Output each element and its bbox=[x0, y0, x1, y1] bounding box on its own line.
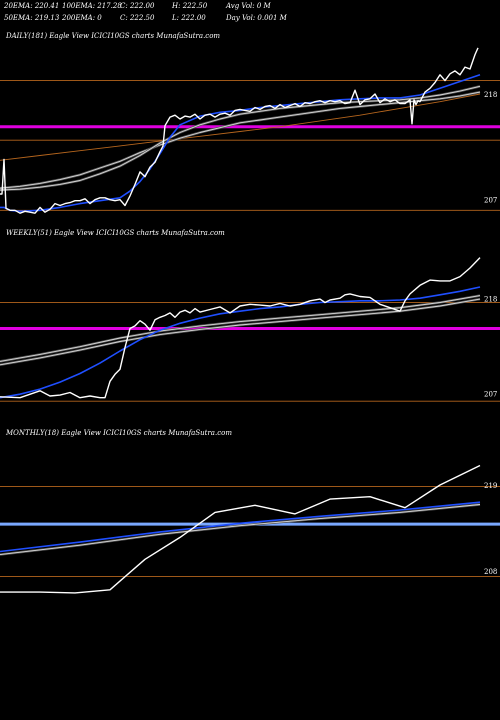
series-ema50 bbox=[0, 504, 481, 556]
header-row-2: 50EMA: 219.13 200EMA: 0 C: 222.50 L: 222… bbox=[4, 14, 287, 62]
series-price bbox=[0, 257, 481, 399]
series-ema100-shadow bbox=[0, 297, 481, 366]
stat-day-vol: Day Vol: 0.001 M bbox=[226, 14, 287, 22]
series-ema20 bbox=[0, 286, 481, 399]
stat-close: C: 222.00 bbox=[120, 2, 155, 10]
y-tick-label: 207 bbox=[484, 391, 497, 399]
stat-20ema: 20EMA: 220.41 bbox=[4, 2, 60, 10]
stat-low: L: 222.00 bbox=[172, 14, 206, 22]
header-row-1: 20EMA: 220.41 100EMA: 217.28 C: 222.00 H… bbox=[4, 2, 271, 50]
y-tick-label: 218 bbox=[484, 91, 497, 99]
stat-high: H: 222.50 bbox=[172, 2, 208, 10]
chart-title: WEEKLY(51) Eagle View ICICI10GS charts M… bbox=[6, 229, 225, 237]
stat-open: C: 222.50 bbox=[120, 14, 155, 22]
series-ema50 bbox=[0, 85, 481, 191]
y-tick-label: 207 bbox=[484, 197, 497, 205]
y-tick-label: 219 bbox=[484, 482, 497, 490]
series-ema20 bbox=[0, 501, 481, 553]
y-tick-label: 218 bbox=[484, 296, 497, 304]
stat-50ema: 50EMA: 219.13 bbox=[4, 14, 60, 22]
chart-title: DAILY(181) Eagle View ICICI10GS charts M… bbox=[5, 32, 220, 40]
chart-title: MONTHLY(18) Eagle View ICICI10GS charts … bbox=[5, 429, 232, 437]
y-tick-label: 208 bbox=[484, 568, 497, 576]
series-ema20 bbox=[0, 74, 481, 213]
monthly-chart: MONTHLY(18) Eagle View ICICI10GS charts … bbox=[0, 429, 500, 594]
stat-avg-vol: Avg Vol: 0 M bbox=[226, 2, 271, 10]
series-price bbox=[0, 464, 481, 594]
series-ema_slow bbox=[0, 93, 481, 161]
weekly-chart: WEEKLY(51) Eagle View ICICI10GS charts M… bbox=[0, 229, 500, 402]
series-price bbox=[0, 47, 479, 214]
stat-100ema: 100EMA: 217.28 bbox=[62, 2, 122, 10]
series-ema100 bbox=[0, 91, 481, 189]
daily-chart: DAILY(181) Eagle View ICICI10GS charts M… bbox=[0, 32, 500, 214]
stat-200ema: 200EMA: 0 bbox=[62, 14, 102, 22]
series-ema50 bbox=[0, 295, 481, 362]
